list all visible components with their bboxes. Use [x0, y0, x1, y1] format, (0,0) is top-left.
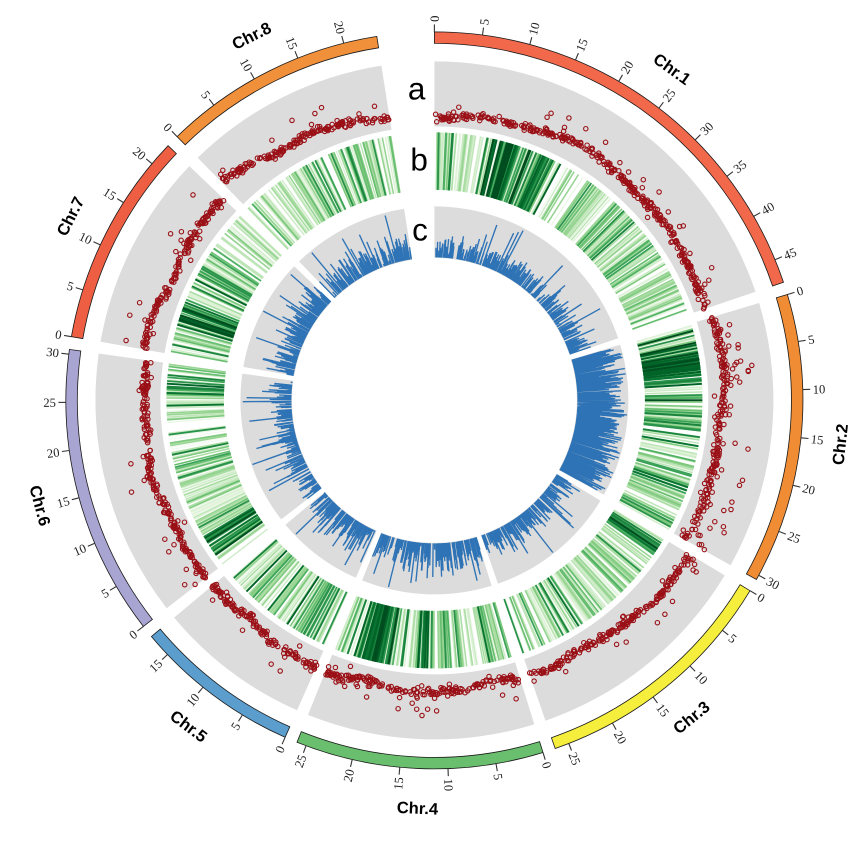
- svg-text:20: 20: [801, 481, 816, 498]
- svg-text:45: 45: [782, 245, 799, 263]
- svg-text:15: 15: [391, 777, 406, 791]
- svg-text:20: 20: [331, 20, 348, 36]
- svg-text:20: 20: [341, 768, 357, 783]
- svg-text:30: 30: [45, 345, 59, 360]
- svg-text:a: a: [408, 71, 426, 107]
- svg-text:5: 5: [65, 279, 75, 294]
- svg-text:10: 10: [813, 382, 826, 396]
- svg-text:5: 5: [490, 773, 505, 782]
- svg-text:0: 0: [539, 760, 554, 770]
- svg-text:15: 15: [810, 432, 824, 447]
- svg-text:5: 5: [477, 18, 492, 26]
- svg-text:30: 30: [764, 574, 782, 592]
- svg-text:20: 20: [618, 58, 636, 76]
- svg-text:40: 40: [759, 199, 777, 217]
- svg-text:0: 0: [795, 284, 805, 299]
- svg-text:25: 25: [292, 753, 310, 770]
- svg-text:20: 20: [611, 729, 629, 747]
- svg-text:25: 25: [786, 529, 803, 547]
- svg-text:10: 10: [71, 541, 88, 559]
- svg-text:5: 5: [807, 332, 815, 347]
- svg-text:25: 25: [43, 396, 56, 410]
- svg-text:b: b: [410, 142, 428, 178]
- svg-text:0: 0: [273, 744, 288, 755]
- svg-text:10: 10: [237, 56, 255, 74]
- svg-text:10: 10: [526, 21, 543, 37]
- svg-text:10: 10: [77, 229, 94, 247]
- svg-text:15: 15: [283, 35, 301, 52]
- svg-text:Chr.2: Chr.2: [830, 423, 852, 466]
- svg-text:10: 10: [441, 778, 455, 791]
- svg-text:0: 0: [54, 327, 63, 342]
- svg-text:Chr.4: Chr.4: [396, 799, 439, 819]
- svg-text:15: 15: [573, 37, 591, 54]
- svg-text:0: 0: [428, 16, 442, 22]
- svg-text:c: c: [412, 212, 428, 248]
- svg-text:25: 25: [566, 750, 584, 767]
- svg-text:20: 20: [46, 445, 60, 461]
- svg-text:15: 15: [55, 494, 71, 511]
